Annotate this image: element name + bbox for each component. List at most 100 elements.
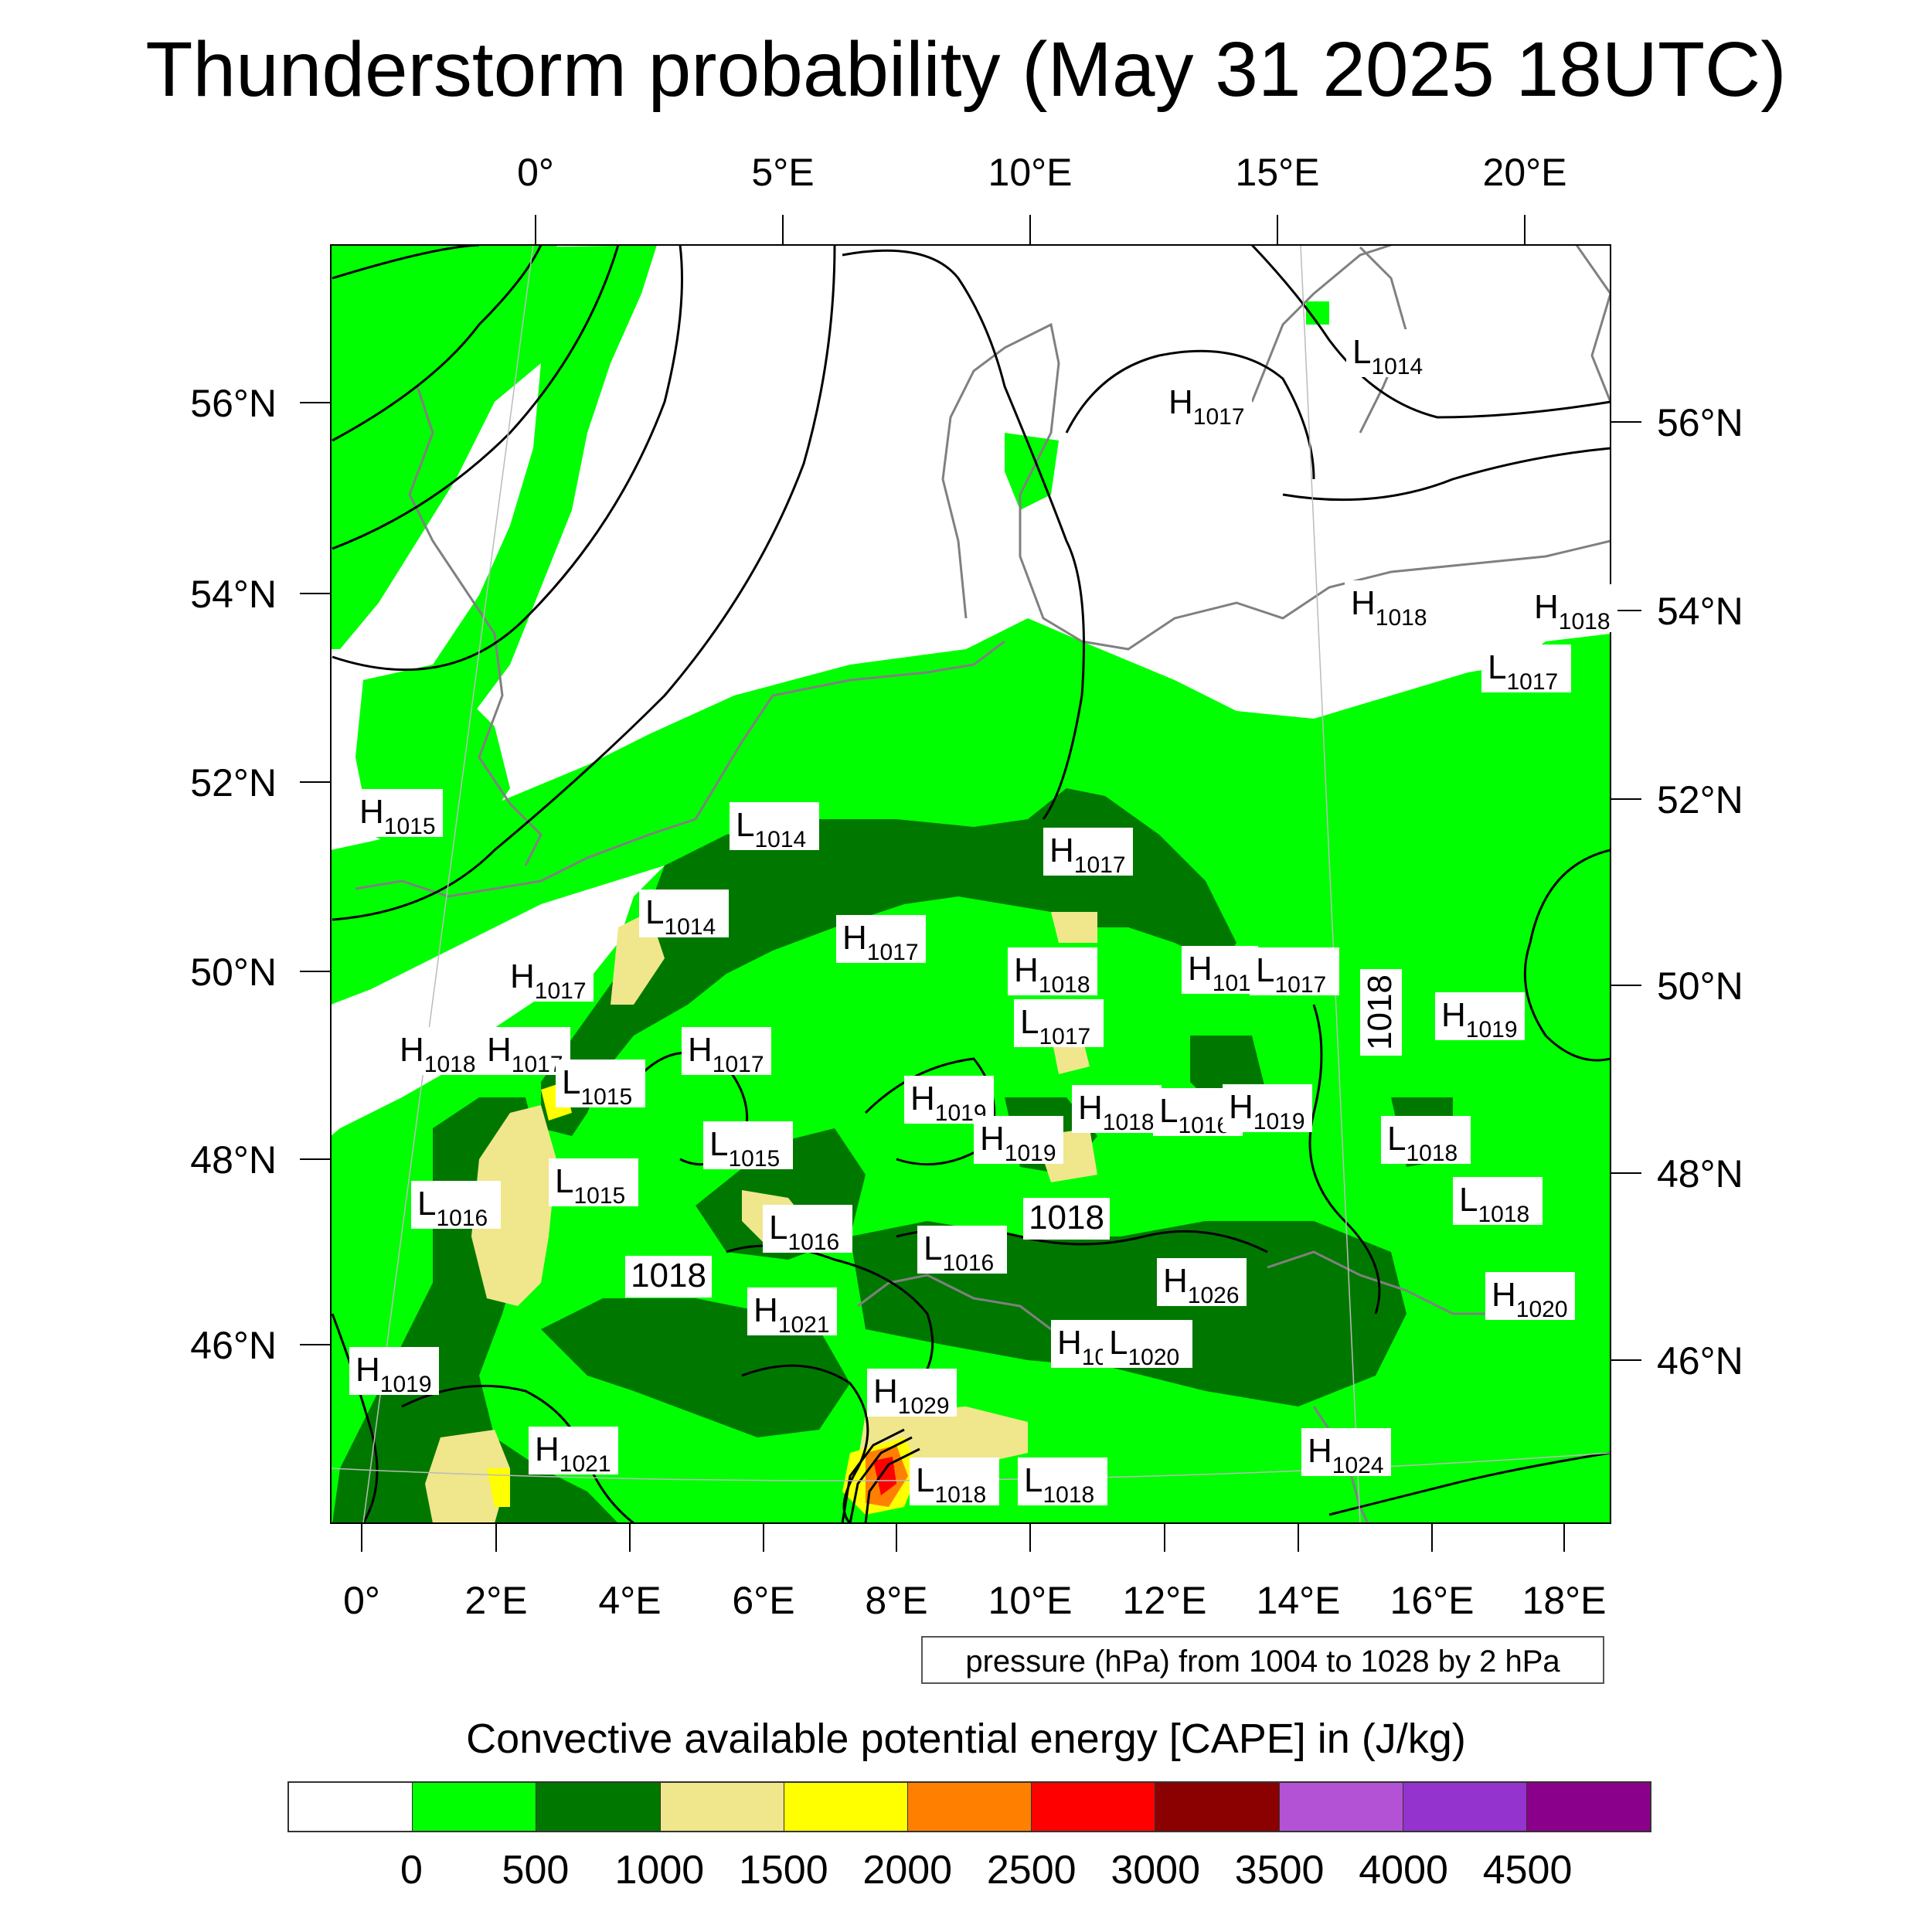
colorbar-tick-label: 0 <box>400 1848 423 1893</box>
pressure-center-box <box>917 1226 1007 1274</box>
pressure-center-box <box>353 789 443 837</box>
high-pressure-label: H1017 <box>842 919 919 965</box>
pressure-center-box <box>556 1060 645 1107</box>
pressure-center-box <box>1182 946 1258 994</box>
high-pressure-label: H1018 <box>1078 1089 1155 1135</box>
bottom-lon-label: 2°E <box>464 1579 527 1622</box>
pressure-center-box <box>1014 999 1104 1047</box>
colorbar-swatch <box>784 1783 908 1831</box>
left-lat-label: 50°N <box>190 951 277 994</box>
pressure-center-box <box>1157 1258 1247 1306</box>
pressure-center-box <box>1301 1428 1391 1476</box>
pressure-center-box <box>549 1158 638 1206</box>
colorbar-tick-label: 3000 <box>1111 1848 1201 1893</box>
high-pressure-label: H1017 <box>510 957 587 1004</box>
high-pressure-label: H1019 <box>355 1351 432 1397</box>
top-lon-label: 5°E <box>751 151 814 194</box>
low-pressure-label: L1018 <box>1024 1461 1094 1508</box>
right-lat-label: 56°N <box>1657 401 1743 444</box>
isobar-value-label: 1018 <box>625 1256 712 1298</box>
pressure-center-labels: L1014 H1017 H1018 H1018 L1017 H1015 L1014 H1017… <box>349 329 1617 1508</box>
svg-text:1018: 1018 <box>1029 1199 1104 1236</box>
low-pressure-label: L1018 <box>1459 1181 1529 1227</box>
isobar-value-label: 1018 <box>1360 969 1402 1056</box>
colorbar-tick-label: 1500 <box>738 1848 828 1893</box>
high-pressure-label: H1021 <box>535 1430 611 1477</box>
bottom-lon-label: 18°E <box>1522 1579 1607 1622</box>
low-pressure-label: L1014 <box>1352 333 1423 379</box>
high-pressure-label: H1019 <box>980 1120 1056 1166</box>
pressure-center-box <box>1345 580 1434 628</box>
pressure-center-box <box>1223 1084 1312 1132</box>
colorbar-swatch <box>1032 1783 1156 1831</box>
pressure-center-box <box>1485 1272 1575 1320</box>
right-lat-label: 52°N <box>1657 778 1743 821</box>
top-lon-label: 0° <box>517 151 554 194</box>
colorbar-tick-label: 2500 <box>986 1848 1077 1893</box>
low-pressure-label: L1014 <box>645 893 716 940</box>
colorbar-tick-label: 1000 <box>614 1848 705 1893</box>
left-lat-label: 56°N <box>190 382 277 425</box>
pressure-note: pressure (hPa) from 1004 to 1028 by 2 hP… <box>921 1636 1604 1684</box>
pressure-center-box <box>682 1027 771 1075</box>
high-pressure-label: H1018 <box>1534 588 1611 634</box>
colorbar-tick-label: 4500 <box>1482 1848 1573 1893</box>
low-pressure-label: L1016 <box>417 1185 488 1231</box>
bottom-lon-label: 14°E <box>1257 1579 1341 1622</box>
colorbar-tick-label: 2000 <box>862 1848 953 1893</box>
colorbar-swatch <box>413 1783 537 1831</box>
high-pressure-label: H1015 <box>359 793 436 839</box>
right-lat-label: 50°N <box>1657 964 1743 1008</box>
colorbar-swatch <box>1155 1783 1280 1831</box>
left-lat-label: 52°N <box>190 761 277 804</box>
pressure-center-box <box>747 1287 837 1335</box>
colorbar-title: Convective available potential energy [C… <box>466 1716 1466 1762</box>
low-pressure-label: L1014 <box>736 806 806 852</box>
colorbar-tick-label: 500 <box>502 1848 570 1893</box>
svg-text:1018: 1018 <box>631 1257 706 1294</box>
isobar-value-label: 1018 <box>1023 1198 1110 1240</box>
coastlines <box>355 245 1611 1523</box>
pressure-center-box <box>1018 1458 1107 1505</box>
axis-tick-labels: 0° 5°E 10°E 15°E 20°E 0° 2°E 4°E 6°E 8°E 10°E 12°E 1… <box>190 151 1743 1622</box>
colorbar-swatch <box>1279 1783 1403 1831</box>
top-lon-label: 15°E <box>1236 151 1320 194</box>
pressure-center-box <box>1481 645 1571 692</box>
bottom-lon-label: 0° <box>343 1579 380 1622</box>
top-lon-label: 10°E <box>988 151 1073 194</box>
top-lon-label: 20°E <box>1483 151 1567 194</box>
pressure-center-box <box>1008 947 1097 995</box>
pressure-center-box <box>1043 828 1133 876</box>
bottom-lon-label: 8°E <box>865 1579 927 1622</box>
high-pressure-label: H1019 <box>1229 1088 1305 1134</box>
pressure-center-box <box>1453 1177 1543 1225</box>
high-pressure-label: H1029 <box>873 1372 950 1419</box>
low-pressure-label: L1015 <box>555 1162 625 1209</box>
pressure-center-box <box>411 1181 501 1229</box>
high-pressure-label: H1018 <box>400 1031 476 1077</box>
colorbar-swatch <box>907 1783 1032 1831</box>
isobar-intense <box>841 1428 920 1523</box>
low-pressure-label: L1017 <box>1256 951 1326 998</box>
pressure-center-box <box>836 915 926 963</box>
colorbar <box>287 1781 1651 1832</box>
bottom-lon-label: 16°E <box>1390 1579 1475 1622</box>
low-pressure-label: L1015 <box>562 1063 632 1110</box>
svg-text:1018: 1018 <box>1361 975 1399 1050</box>
pressure-center-box <box>904 1076 994 1124</box>
colorbar-swatch <box>1403 1783 1527 1831</box>
high-pressure-label: H1021 <box>753 1291 830 1338</box>
bottom-lon-label: 10°E <box>988 1579 1073 1622</box>
high-pressure-label: H1017 <box>688 1031 764 1077</box>
map-border <box>330 244 1611 1524</box>
pressure-center-box <box>1072 1085 1162 1133</box>
left-lat-label: 48°N <box>190 1138 277 1182</box>
right-lat-label: 54°N <box>1657 590 1743 633</box>
high-pressure-label: H1017 <box>1168 383 1245 430</box>
isobar-value-labels: 1018 1018 1018 <box>625 969 1402 1298</box>
low-pressure-label: L1018 <box>916 1461 986 1508</box>
pressure-center-box <box>867 1369 957 1417</box>
pressure-center-box <box>1103 1320 1192 1368</box>
low-pressure-label: L1017 <box>1488 648 1558 695</box>
bottom-lon-label: 12°E <box>1123 1579 1207 1622</box>
